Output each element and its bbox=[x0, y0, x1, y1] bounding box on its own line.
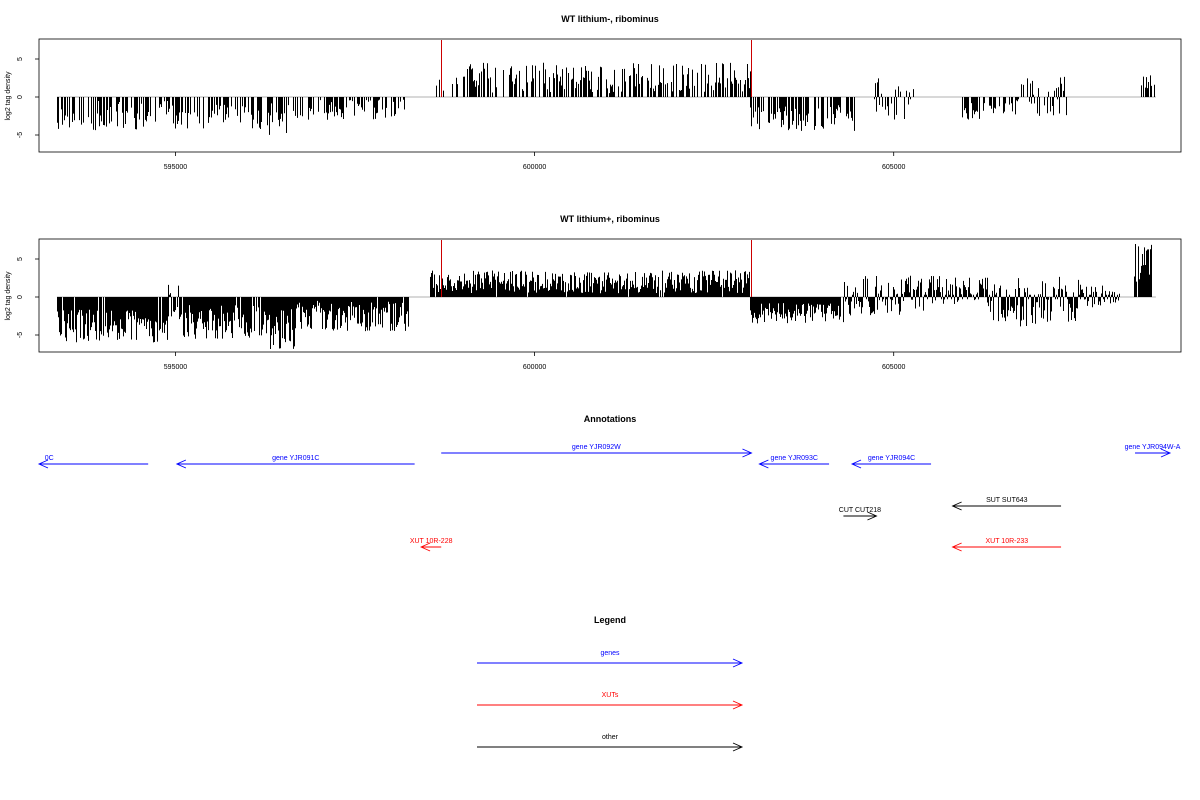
annotation-genes: gene YJR092W bbox=[441, 444, 753, 458]
legend: Legend genes XUTs other bbox=[477, 615, 744, 752]
y-tick-label: -5 bbox=[17, 132, 24, 138]
arrow-head bbox=[850, 459, 862, 469]
annotation-arrow bbox=[850, 459, 932, 469]
x-tick-label: 605000 bbox=[882, 164, 905, 171]
annotations-track: Annotations 0C gene YJR091C gene YJR092W ge… bbox=[37, 414, 1181, 552]
annotation-label: CUT CUT218 bbox=[839, 507, 881, 514]
annotation-arrow bbox=[441, 448, 753, 458]
legend-item-xuts: XUTs bbox=[477, 692, 744, 710]
y-tick-label: -5 bbox=[17, 332, 24, 338]
arrow-head bbox=[732, 658, 744, 668]
legend-arrow bbox=[477, 658, 744, 668]
legend-label: XUTs bbox=[602, 692, 619, 699]
y-tick-label: 0 bbox=[17, 95, 24, 99]
annotation-xuts: XUT 10R-228 bbox=[410, 538, 453, 552]
annotation-genes: gene YJR094C bbox=[850, 455, 932, 469]
annotation-label: XUT 10R-228 bbox=[410, 538, 453, 545]
axes: -5 0 5 595000 600000 605000 bbox=[17, 257, 905, 371]
chart-title: WT lithium+, ribominus bbox=[560, 214, 660, 224]
y-axis-label: log2 tag density bbox=[5, 71, 12, 121]
arrow-head bbox=[951, 501, 962, 511]
x-tick-label: 605000 bbox=[882, 364, 905, 371]
x-tick-label: 595000 bbox=[164, 164, 187, 171]
legend-arrow bbox=[477, 700, 744, 710]
arrow-head bbox=[742, 448, 753, 458]
plot-frame bbox=[38, 238, 1182, 353]
x-tick-label: 600000 bbox=[523, 164, 546, 171]
annotation-other: CUT CUT218 bbox=[839, 507, 881, 521]
annotation-other: SUT SUT643 bbox=[951, 497, 1062, 511]
arrow-head bbox=[758, 459, 769, 469]
arrow-head bbox=[732, 742, 744, 752]
x-tick-label: 595000 bbox=[164, 364, 187, 371]
annotation-arrow bbox=[758, 459, 830, 469]
annotation-label: 0C bbox=[45, 455, 54, 462]
annotation-label: SUT SUT643 bbox=[986, 497, 1028, 504]
annotation-label: XUT 10R-233 bbox=[985, 538, 1028, 545]
arrow-head bbox=[732, 700, 744, 710]
arrow-head bbox=[951, 542, 962, 552]
annotation-arrow bbox=[951, 501, 1062, 511]
x-tick-label: 600000 bbox=[523, 364, 546, 371]
legend-label: other bbox=[602, 734, 619, 741]
legend-title: Legend bbox=[594, 615, 626, 625]
annotation-label: gene YJR094W-A bbox=[1125, 444, 1181, 451]
y-axis-label: log2 tag density bbox=[5, 271, 12, 321]
axes: -5 0 5 595000 600000 605000 bbox=[17, 57, 905, 171]
arrow-head bbox=[175, 459, 187, 469]
legend-item-genes: genes bbox=[477, 650, 744, 668]
annotation-label: gene YJR091C bbox=[272, 455, 319, 462]
y-tick-label: 5 bbox=[17, 57, 24, 61]
annotation-label: gene YJR092W bbox=[572, 444, 621, 451]
panel-lithium-plus: WT lithium+, ribominus log2 tag density … bbox=[5, 214, 1182, 371]
annotations-title: Annotations bbox=[584, 414, 637, 424]
bars bbox=[56, 240, 1156, 350]
chart-title: WT lithium-, ribominus bbox=[561, 14, 659, 24]
arrow-head bbox=[37, 459, 49, 469]
arrow-head bbox=[419, 542, 431, 552]
arrow-head bbox=[867, 511, 878, 521]
annotation-arrow bbox=[37, 459, 149, 469]
legend-arrow bbox=[477, 742, 744, 752]
annotation-arrow bbox=[175, 459, 415, 469]
annotation-label: gene YJR093C bbox=[771, 455, 818, 462]
annotation-arrow bbox=[843, 511, 878, 521]
y-tick-label: 0 bbox=[17, 295, 24, 299]
legend-label: genes bbox=[600, 650, 620, 657]
annotation-xuts: XUT 10R-233 bbox=[951, 538, 1062, 552]
annotation-genes: gene YJR091C bbox=[175, 455, 415, 469]
annotation-genes: gene YJR093C bbox=[758, 455, 830, 469]
y-tick-label: 5 bbox=[17, 257, 24, 261]
legend-item-other: other bbox=[477, 734, 744, 752]
annotation-genes: gene YJR094W-A bbox=[1125, 444, 1181, 458]
arrow-head bbox=[1160, 448, 1172, 458]
annotation-genes: 0C bbox=[37, 455, 149, 469]
plot-frame bbox=[38, 38, 1182, 153]
annotation-arrow bbox=[951, 542, 1062, 552]
bars bbox=[56, 40, 1156, 135]
annotation-label: gene YJR094C bbox=[868, 455, 915, 462]
annotation-arrow bbox=[419, 542, 442, 552]
annotation-arrow bbox=[1135, 448, 1172, 458]
panel-lithium-minus: WT lithium-, ribominus log2 tag density … bbox=[5, 14, 1182, 171]
